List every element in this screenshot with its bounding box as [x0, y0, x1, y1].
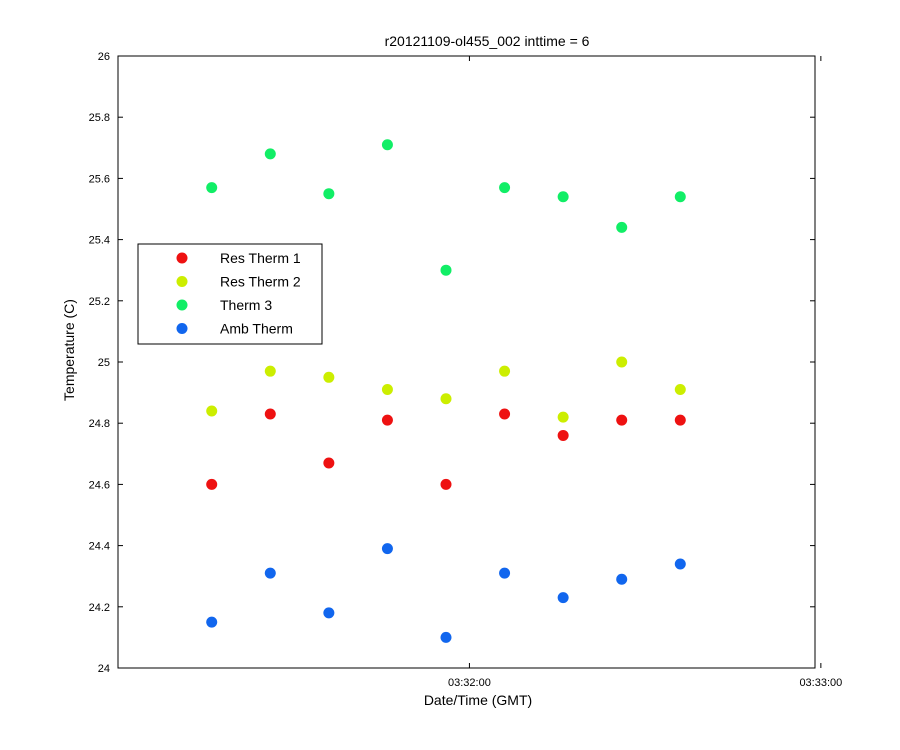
data-point-amb-therm [206, 616, 218, 628]
data-point-therm-3 [264, 148, 276, 160]
legend-marker-amb-therm [176, 323, 188, 334]
data-point-res-therm-2 [616, 356, 628, 368]
data-point-res-therm-1 [674, 414, 686, 426]
data-point-res-therm-2 [440, 393, 452, 405]
data-point-amb-therm [674, 558, 686, 570]
legend-marker-res-therm-2 [176, 276, 188, 287]
data-point-res-therm-2 [499, 365, 511, 377]
data-point-therm-3 [674, 191, 686, 203]
legend-marker-res-therm-1 [176, 252, 188, 264]
data-point-amb-therm [440, 631, 452, 643]
data-point-therm-3 [499, 182, 511, 194]
data-point-therm-3 [323, 188, 335, 200]
y-tick-label: 26 [98, 51, 110, 63]
legend-box [137, 243, 323, 345]
data-point-amb-therm [499, 567, 511, 579]
data-point-therm-3 [381, 139, 393, 151]
data-point-res-therm-2 [323, 371, 335, 383]
x-tick-label: 03:32:00 [448, 677, 491, 689]
data-point-amb-therm [557, 592, 569, 604]
y-tick-label: 24.2 [89, 602, 110, 614]
data-point-res-therm-1 [440, 478, 452, 490]
data-point-res-therm-1 [616, 414, 628, 426]
x-tick-label: 03:33:00 [799, 677, 842, 689]
y-tick-label: 25.8 [89, 112, 110, 124]
legend-marker-therm-3 [176, 299, 188, 311]
data-point-res-therm-2 [206, 405, 218, 417]
y-tick-label: 25.4 [89, 235, 110, 247]
data-point-amb-therm [264, 567, 276, 579]
y-axis-label: Temperature (C) [61, 299, 77, 401]
data-point-res-therm-2 [381, 384, 393, 396]
legend-label-res-therm-1: Res Therm 1 [220, 250, 301, 266]
data-point-amb-therm [381, 543, 393, 555]
data-point-therm-3 [557, 191, 569, 203]
y-tick-label: 25 [98, 357, 110, 369]
data-point-amb-therm [323, 607, 335, 619]
y-tick-label: 24.6 [89, 479, 110, 491]
data-point-res-therm-2 [557, 411, 569, 423]
chart-title: r20121109-ol455_002 inttime = 6 [385, 33, 590, 49]
data-point-res-therm-1 [264, 408, 276, 420]
y-tick-label: 24.8 [89, 418, 110, 430]
data-point-res-therm-1 [381, 414, 393, 426]
data-point-res-therm-1 [206, 478, 218, 490]
data-point-amb-therm [616, 573, 628, 585]
y-tick-label: 25.2 [89, 296, 110, 308]
legend-label-res-therm-2: Res Therm 2 [220, 274, 301, 290]
data-point-res-therm-1 [323, 457, 335, 469]
data-point-res-therm-1 [557, 429, 569, 441]
legend: Res Therm 1 Res Therm 2 Therm 3 Amb Therm [137, 243, 323, 345]
y-tick-label: 24.4 [89, 541, 110, 553]
data-point-res-therm-2 [264, 365, 276, 377]
plot-layer: 24 24.2 24.4 24.6 24.8 25 25.2 25.4 25.6 25.8 26 03… [89, 51, 843, 689]
data-point-res-therm-2 [674, 384, 686, 396]
data-point-therm-3 [206, 182, 218, 194]
data-point-therm-3 [616, 221, 628, 233]
legend-label-amb-therm: Amb Therm [220, 321, 293, 337]
legend-label-therm-3: Therm 3 [220, 297, 272, 313]
x-axis-label: Date/Time (GMT) [424, 692, 532, 708]
y-tick-label: 24 [98, 663, 110, 675]
y-tick-label: 25.6 [89, 173, 110, 185]
data-point-res-therm-1 [499, 408, 511, 420]
data-point-therm-3 [440, 264, 452, 276]
